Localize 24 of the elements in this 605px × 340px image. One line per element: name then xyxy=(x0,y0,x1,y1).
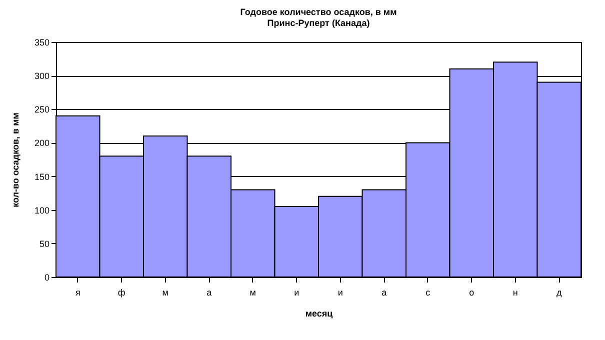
x-tick-label: а xyxy=(382,288,387,298)
x-tick-label: я xyxy=(75,288,80,298)
y-tick-label: 200 xyxy=(34,138,50,148)
chart-subtitle: Принс-Руперт (Канада) xyxy=(267,18,370,28)
x-tick-label: с xyxy=(426,288,431,298)
x-tick-label: и xyxy=(338,288,343,298)
y-tick-label: 250 xyxy=(34,104,50,115)
y-tick-label: 100 xyxy=(34,205,50,216)
x-tick-label: и xyxy=(294,288,300,298)
x-tick-label: н xyxy=(512,288,518,298)
y-tick-label: 150 xyxy=(34,172,50,182)
y-axis-title: кол-во осадков, в мм xyxy=(10,112,20,208)
y-tick-label: 350 xyxy=(34,38,50,48)
y-tick-label: 300 xyxy=(34,71,50,82)
x-tick-label: о xyxy=(469,288,474,298)
y-tick-label: 0 xyxy=(44,272,50,282)
x-axis-title: месяц xyxy=(305,308,334,318)
y-tick-label: 50 xyxy=(39,238,50,249)
x-tick-label: м xyxy=(162,288,168,298)
chart-title: Годовое количество осадков, в мм xyxy=(240,7,398,17)
x-tick-label: ф xyxy=(118,288,126,298)
x-tick-label: м xyxy=(250,288,256,298)
x-tick-label: а xyxy=(206,288,212,298)
x-tick-label: д xyxy=(556,288,562,298)
